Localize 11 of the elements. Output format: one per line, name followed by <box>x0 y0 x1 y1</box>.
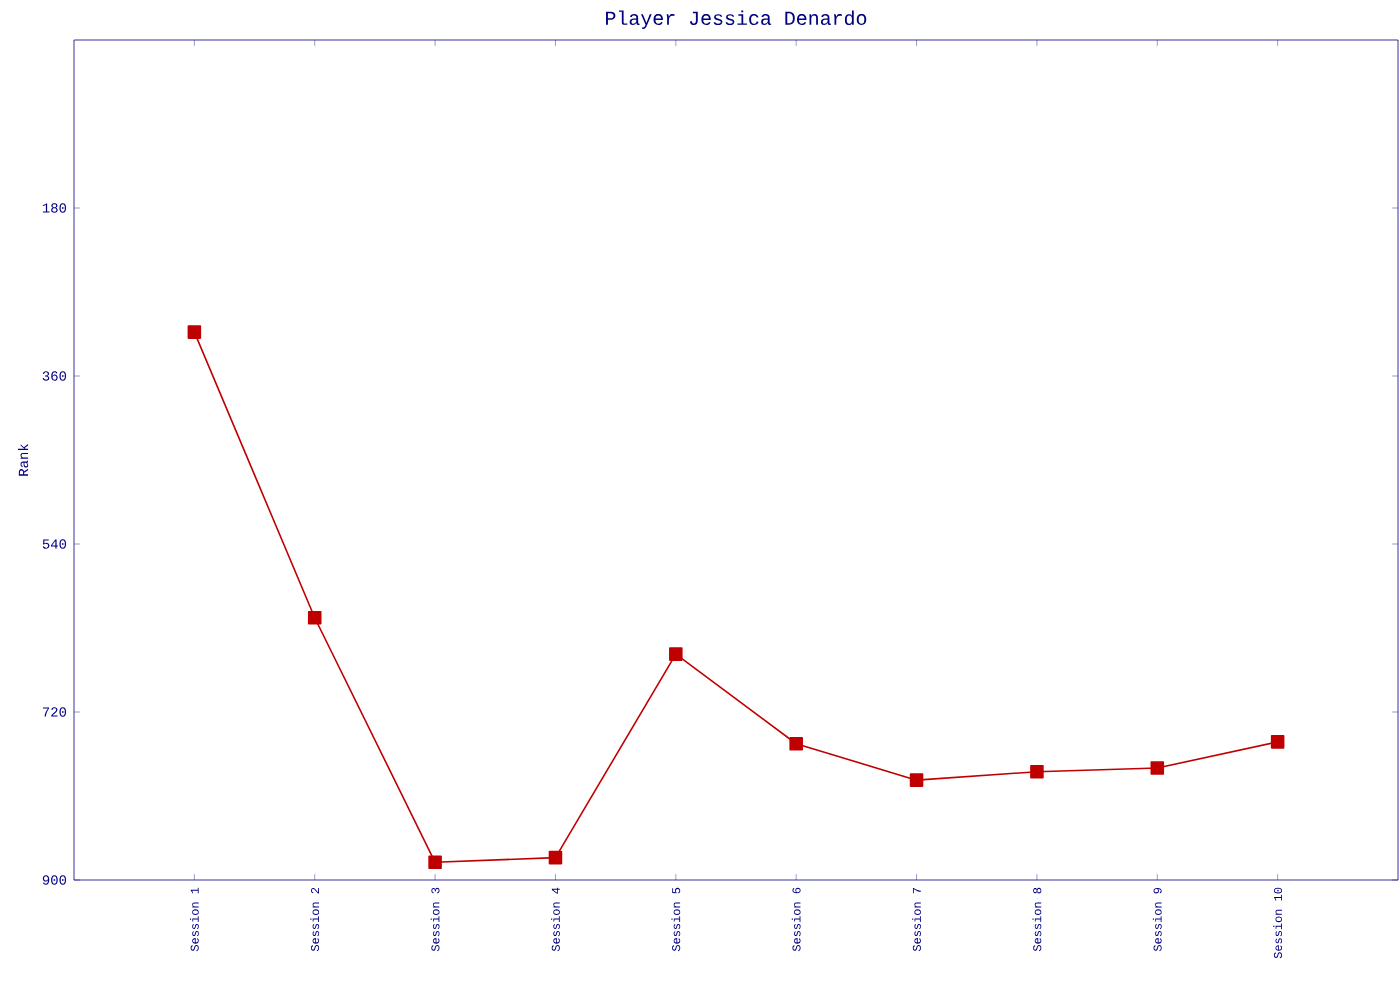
point <box>307 610 322 625</box>
point <box>548 850 563 865</box>
point <box>1270 735 1285 749</box>
point <box>789 736 803 751</box>
point <box>1150 761 1165 775</box>
point <box>669 647 683 661</box>
point <box>909 773 924 787</box>
point <box>187 325 202 339</box>
chart-title: Player Jessica Denardo <box>606 10 867 29</box>
point <box>428 855 442 870</box>
point <box>1030 764 1044 779</box>
